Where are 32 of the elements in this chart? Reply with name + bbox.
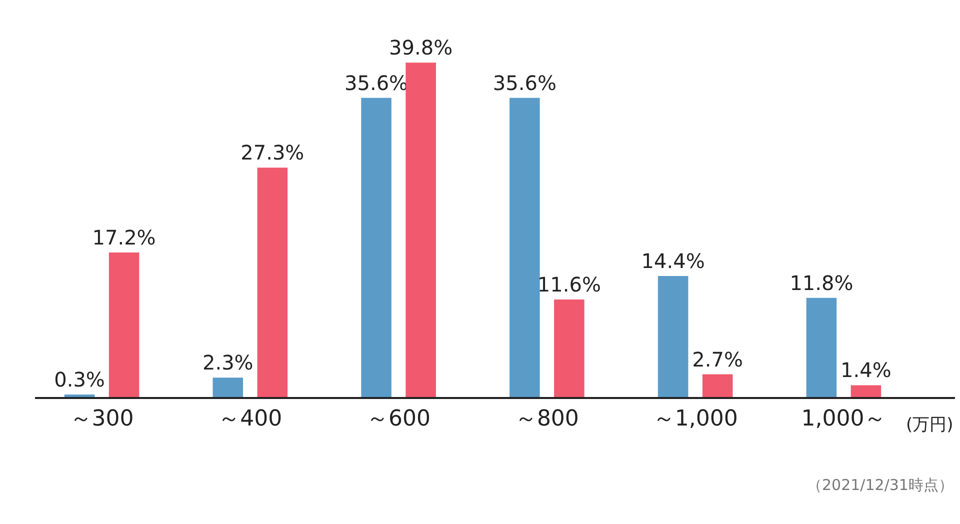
x-tick-label: ～600 xyxy=(366,406,431,432)
bar xyxy=(554,300,584,397)
data-label: 27.3% xyxy=(240,140,304,165)
data-label: 11.8% xyxy=(790,270,854,295)
x-tick-label: ～300 xyxy=(70,406,134,432)
bar xyxy=(361,98,392,397)
x-tick-label: ～400 xyxy=(218,406,282,432)
text: （2021/12/31時点） xyxy=(807,476,954,494)
x-tick-label: 1,000～ xyxy=(801,406,886,432)
data-label: 2.7% xyxy=(692,347,743,372)
bar xyxy=(257,168,288,397)
data-label: 17.2% xyxy=(92,225,156,250)
bar xyxy=(108,252,140,397)
bar xyxy=(702,374,733,397)
data-label: 35.6% xyxy=(344,70,408,95)
text: (万円) xyxy=(906,415,954,435)
data-label: 39.8% xyxy=(389,36,453,60)
data-label: 11.6% xyxy=(537,272,601,297)
x-tick-label: ～800 xyxy=(514,406,579,432)
data-label: 1.4% xyxy=(840,358,892,382)
bar xyxy=(510,98,540,397)
data-label: 14.4% xyxy=(641,249,705,274)
data-label: 2.3% xyxy=(202,350,254,375)
bar xyxy=(212,378,244,397)
bar xyxy=(850,385,882,397)
bar xyxy=(64,394,95,397)
bar xyxy=(806,298,837,397)
x-tick-label: ～1,000 xyxy=(652,406,738,432)
bar xyxy=(406,62,436,397)
data-label: 35.6% xyxy=(492,70,556,95)
data-label: 0.3% xyxy=(54,367,105,392)
bar xyxy=(658,276,688,397)
